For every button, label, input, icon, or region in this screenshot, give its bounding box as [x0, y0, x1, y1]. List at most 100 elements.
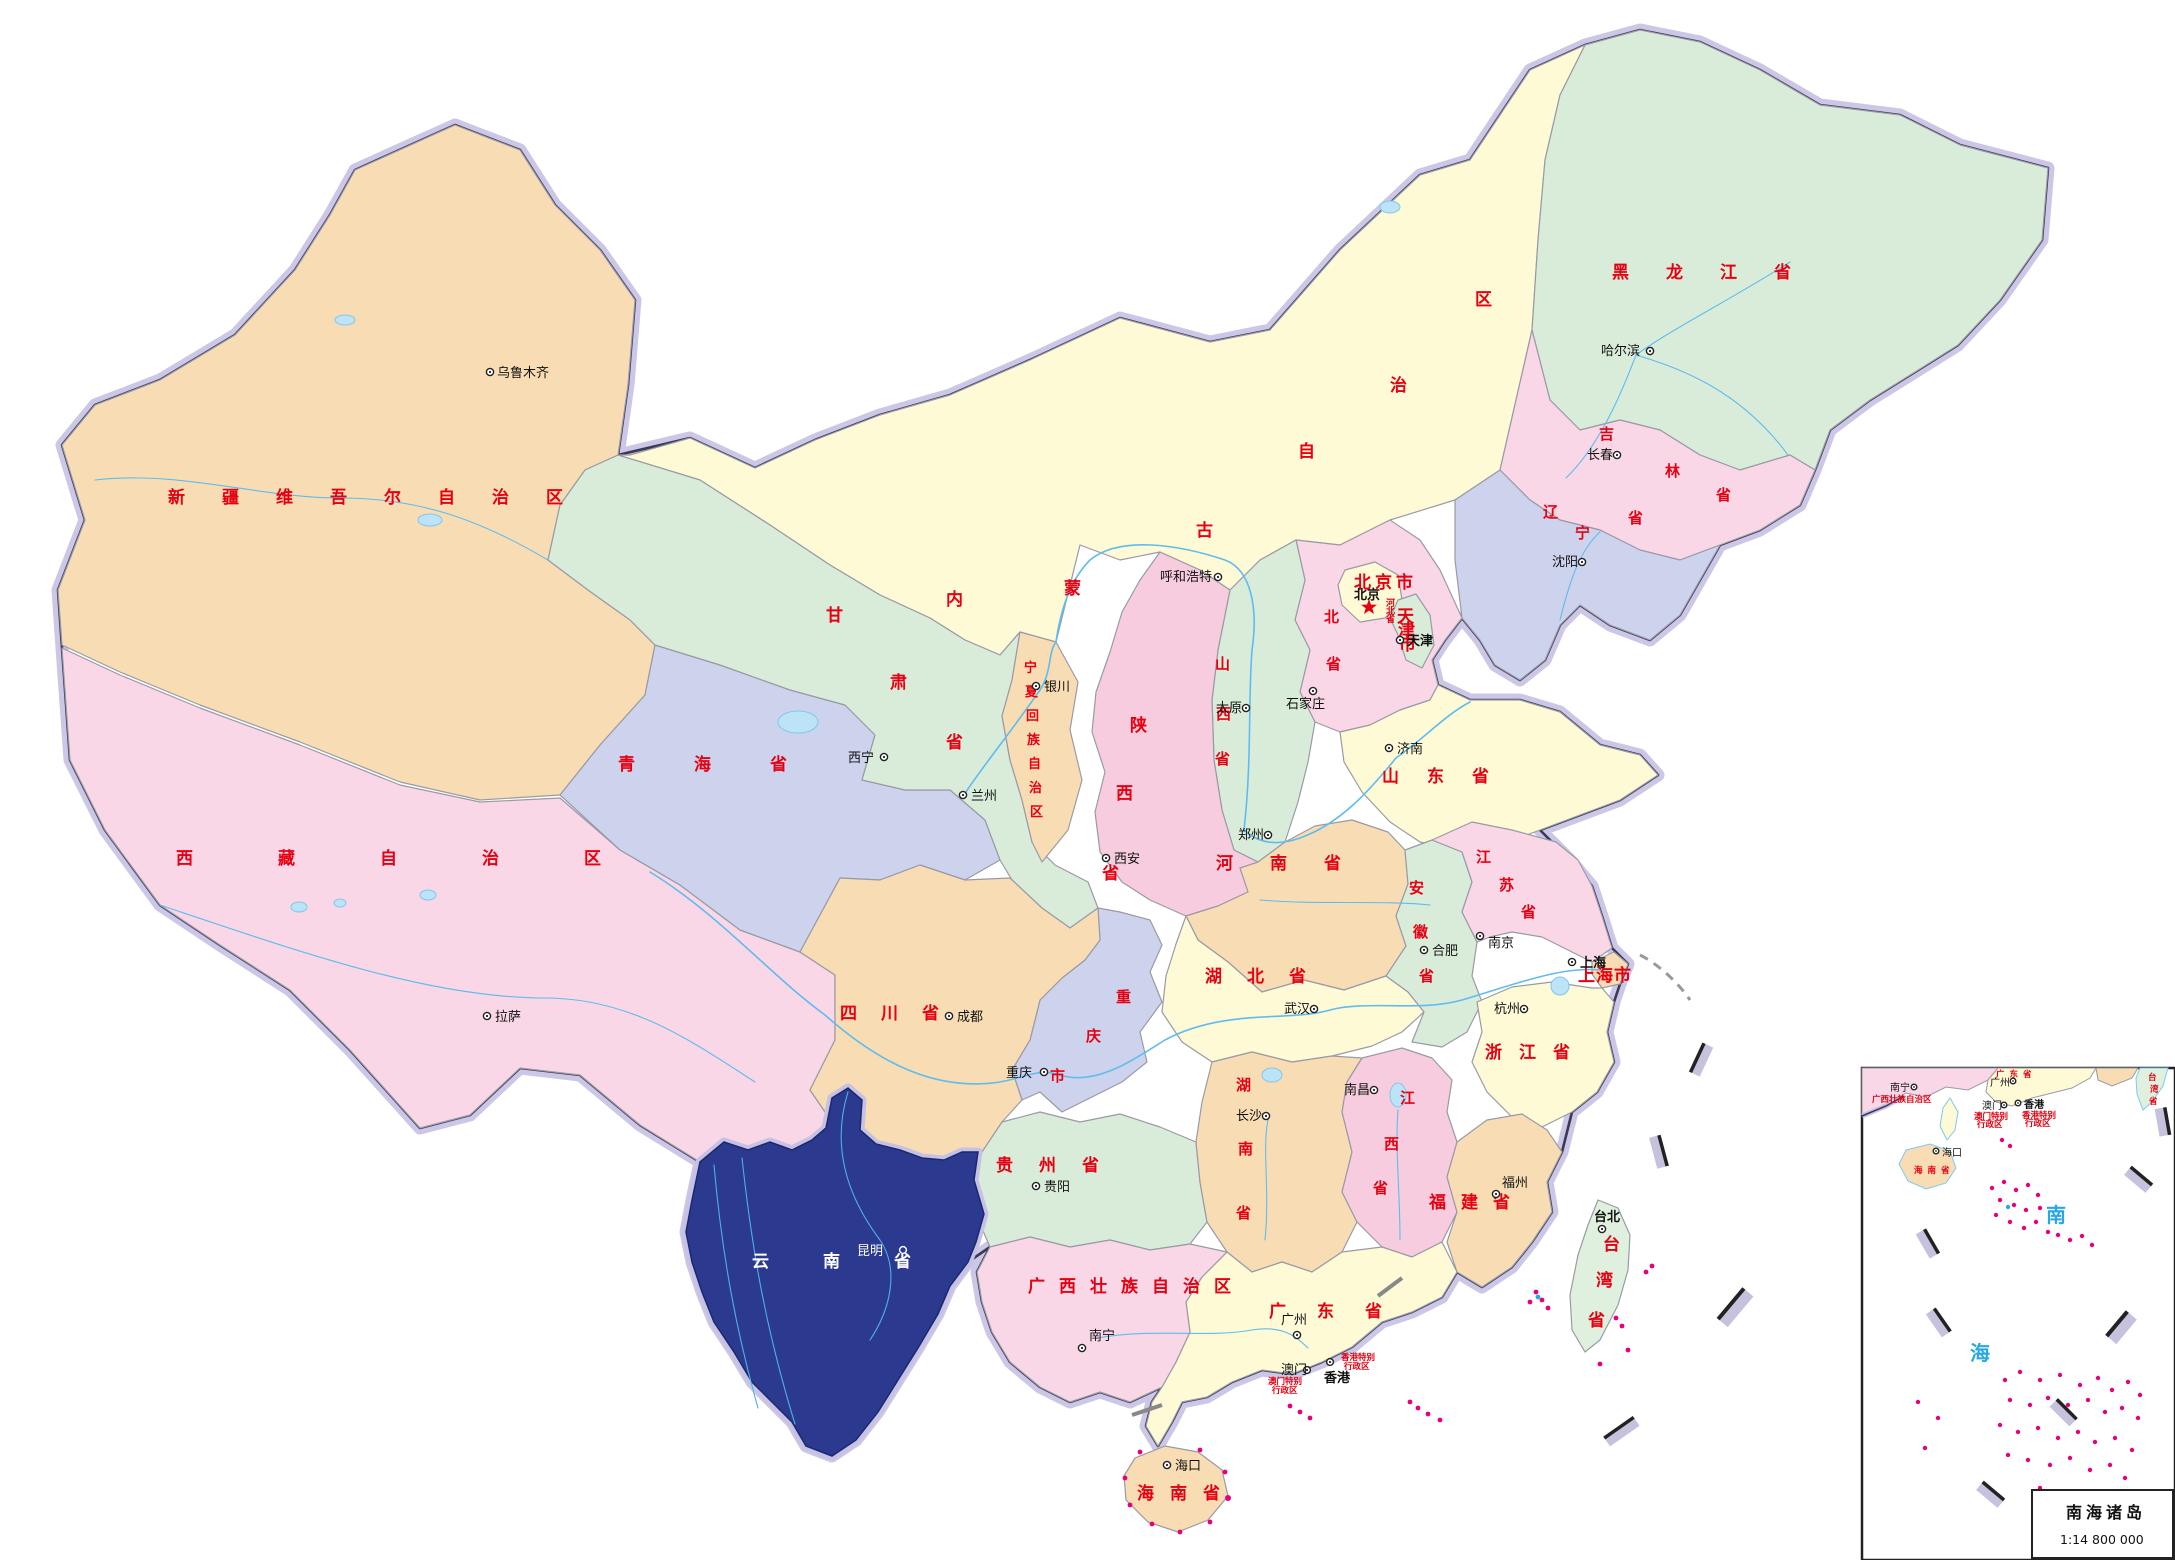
label-heilongjiang: 黑龙江省	[1612, 262, 1828, 283]
svg-text:省: 省	[1587, 1310, 1605, 1331]
city-chengdu: 成都	[957, 1010, 983, 1025]
city-shijiazhuang: 石家庄	[1286, 696, 1325, 712]
inset-guangdong-label: 广东省	[1996, 1069, 2037, 1080]
svg-text:自: 自	[1298, 441, 1315, 462]
label-chongqing-char: 重	[1116, 988, 1131, 1006]
label-shandong: 山东省	[1382, 766, 1517, 787]
label-tianjin-char: 天	[1397, 607, 1415, 627]
svg-text:省: 省	[945, 732, 963, 753]
svg-text:古: 古	[1196, 520, 1213, 541]
svg-text:肃: 肃	[890, 673, 907, 693]
inset-taiwan-label: 台	[2148, 1072, 2157, 1083]
province-tianjin[interactable]	[1389, 593, 1435, 669]
province-heilongjiang[interactable]	[1531, 29, 2049, 471]
label-neimenggu-char: 内	[946, 589, 963, 610]
svg-text:南: 南	[1238, 1140, 1253, 1158]
province-liaoning[interactable]	[1454, 469, 1721, 681]
province-zhejiang[interactable]	[1471, 981, 1615, 1128]
svg-text:省: 省	[1101, 863, 1119, 884]
province-hubei[interactable]	[1161, 915, 1425, 1063]
province-yunnan-core[interactable]	[685, 1087, 985, 1457]
province-ningxia[interactable]	[1001, 631, 1083, 863]
inset-leizhou	[1939, 1097, 1959, 1141]
label-yunnan: 云南省	[752, 1251, 965, 1272]
province-beijing[interactable]	[1337, 561, 1403, 623]
province-shanghai[interactable]	[1591, 951, 1629, 989]
label-fujian: 福建省	[1428, 1192, 1525, 1213]
svg-text:西: 西	[1216, 705, 1231, 723]
capital-star-icon	[1361, 599, 1377, 614]
svg-text:行政区: 行政区	[1976, 1119, 2003, 1130]
city-aomen: 澳门	[1281, 1362, 1307, 1378]
svg-text:省: 省	[1235, 1204, 1251, 1222]
svg-text:行政区: 行政区	[2024, 1118, 2051, 1129]
sea-boundary-marks	[1131, 953, 1754, 1447]
city-xian: 西安	[1114, 852, 1140, 867]
inset-xianggang-sar: 香港特别	[2021, 1110, 2056, 1121]
city-beijing: 北京	[1354, 587, 1380, 603]
svg-text:省: 省	[2148, 1096, 2158, 1107]
label-shanxi-char: 山	[1215, 655, 1230, 673]
svg-text:庆: 庆	[1086, 1027, 1101, 1045]
island-dots	[1122, 1263, 1655, 1535]
city-hefei: 合肥	[1432, 944, 1458, 959]
inset-nanning: 南宁	[1890, 1081, 1910, 1094]
label-hebei-mini: 河	[1386, 597, 1395, 609]
city-guangzhou: 广州	[1281, 1313, 1307, 1328]
label-hunan-char: 湖	[1236, 1076, 1251, 1094]
svg-text:西: 西	[1116, 784, 1133, 804]
city-shanghai: 上海	[1580, 955, 1606, 971]
label-jiangxi-char: 江	[1400, 1089, 1415, 1107]
province-guizhou[interactable]	[971, 1111, 1208, 1251]
inset-guangxi-label: 广西壮族自治区	[1872, 1094, 1932, 1105]
label-jilin-char: 吉	[1599, 425, 1614, 443]
city-hangzhou: 杭州	[1494, 1002, 1520, 1017]
city-xianggang: 香港	[1323, 1370, 1351, 1386]
city-changsha: 长沙	[1236, 1109, 1262, 1124]
svg-text:蒙: 蒙	[1064, 578, 1081, 599]
svg-text:省: 省	[1385, 613, 1395, 625]
province-taiwan[interactable]	[1569, 1199, 1631, 1353]
svg-text:省: 省	[1418, 967, 1434, 985]
inset-scale-box	[2031, 1489, 2174, 1559]
label-beijing: 北京市	[1354, 572, 1417, 593]
province-hainan[interactable]	[1123, 1445, 1229, 1533]
province-jiangsu[interactable]	[1431, 821, 1613, 963]
city-zhengzhou: 郑州	[1238, 828, 1264, 843]
inset-south-china-sea: 南宁 广西壮族自治区 广东省 广州 澳门 澳门特别 行政区 香港 香港特别 行政…	[1860, 1066, 2175, 1560]
svg-text:苏: 苏	[1499, 876, 1514, 894]
label-henan: 河南省	[1216, 853, 1378, 874]
province-shandong[interactable]	[1339, 684, 1659, 853]
svg-text:族: 族	[1027, 732, 1041, 748]
svg-text:行政区: 行政区	[1343, 1361, 1370, 1372]
province-guangxi[interactable]	[976, 1236, 1228, 1403]
province-hunan[interactable]	[1195, 1051, 1363, 1273]
label-hebei-char: 北	[1324, 608, 1339, 626]
city-taibei: 台北	[1594, 1209, 1620, 1225]
province-fujian[interactable]	[1446, 1113, 1563, 1288]
label-macau-sar: 澳门特别	[1268, 1376, 1302, 1387]
city-wuhan: 武汉	[1284, 1002, 1310, 1017]
label-liaoning-char: 辽	[1543, 503, 1558, 521]
label-hubei: 湖北省	[1205, 966, 1331, 987]
svg-text:区: 区	[1475, 290, 1492, 310]
lakes	[290, 200, 1570, 1108]
city-lanzhou: 兰州	[971, 789, 997, 804]
label-guizhou: 贵州省	[996, 1155, 1125, 1176]
city-taiyuan: 太原	[1216, 701, 1242, 716]
city-jinan: 济南	[1397, 741, 1423, 757]
city-lasa: 拉萨	[495, 1010, 521, 1025]
label-anhui-char: 安	[1409, 879, 1424, 897]
city-nanjing: 南京	[1488, 935, 1514, 951]
inset-island-dots	[1915, 1137, 2143, 1518]
label-taiwan-char: 台	[1603, 1234, 1620, 1255]
city-tianjin: 天津	[1407, 633, 1433, 649]
label-jiangsu-char: 江	[1476, 848, 1491, 866]
svg-text:省: 省	[1715, 486, 1731, 504]
svg-text:林: 林	[1665, 462, 1681, 480]
svg-text:回: 回	[1026, 709, 1039, 724]
svg-text:省: 省	[1627, 509, 1643, 527]
city-huhehaote: 呼和浩特	[1160, 570, 1212, 585]
